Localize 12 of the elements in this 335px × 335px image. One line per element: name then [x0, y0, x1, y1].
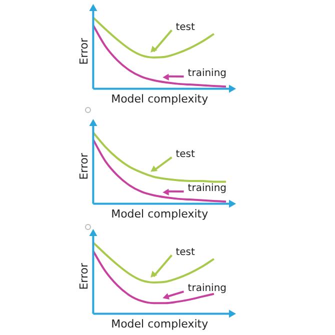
legend-label: training: [188, 283, 227, 294]
series-label: test: [176, 22, 195, 33]
x-axis-title: Model complexity: [111, 92, 209, 106]
x-axis-title: Model complexity: [111, 207, 209, 220]
series-label: test: [176, 246, 195, 258]
x-axis-title: Model complexity: [111, 317, 209, 330]
y-axis-title: Error: [77, 38, 90, 65]
y-axis-title: Error: [77, 262, 90, 290]
text: test: [176, 148, 195, 160]
legend-label: training: [188, 183, 227, 194]
y-axis-title: Error: [77, 152, 90, 180]
legend-label: training: [188, 68, 227, 80]
